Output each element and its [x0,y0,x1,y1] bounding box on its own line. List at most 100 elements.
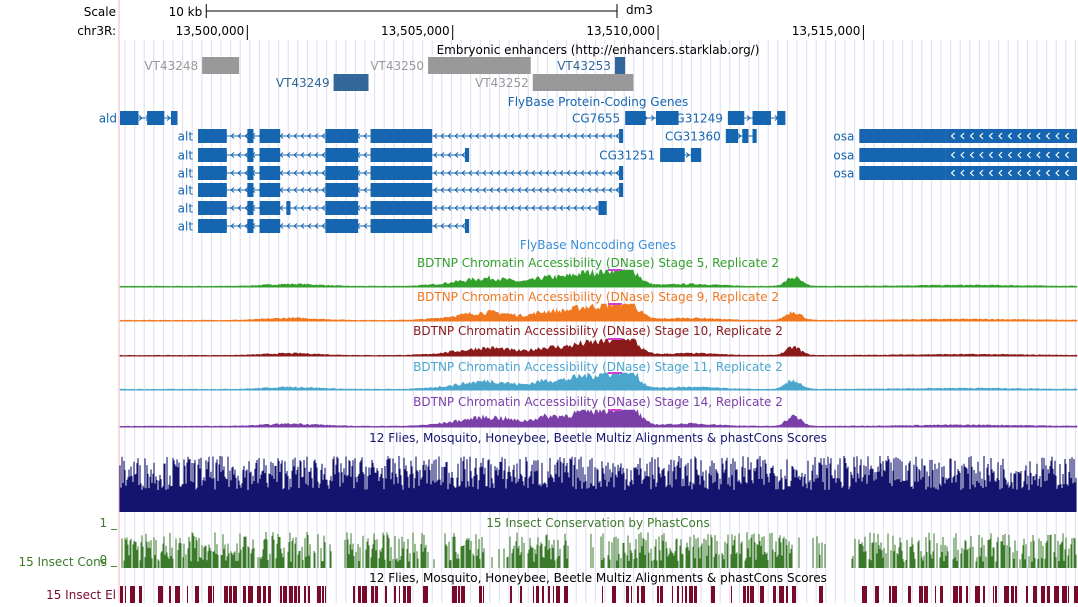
strand-arrow [988,169,993,177]
conserved-element [924,586,928,603]
gene-exon [325,166,359,180]
strand-arrow [461,187,466,193]
strand-arrow [580,187,585,193]
strand-arrow [998,151,1003,159]
strand-arrow [573,205,578,211]
conserved-element [682,586,683,603]
ruler[interactable]: Scale chr3R: 10 kb dm3 13,500,000 13,505,… [77,3,864,40]
conserved-element [158,586,163,603]
gene-exon [147,111,165,125]
conserved-element [263,586,266,603]
strand-arrow [300,133,305,139]
dnase-peak-clip-marker [607,409,622,411]
strand-arrow [321,152,326,158]
strand-arrow [440,223,445,229]
strand-arrow [363,223,368,229]
strand-arrow [307,170,312,176]
phastcons-track[interactable]: 15 Insect Conservation by PhastCons 15 I… [18,516,1077,569]
strand-arrow [433,187,438,193]
strand-arrow [363,170,368,176]
multiz-conservation-bars [119,456,1077,512]
dnase-peak-clip-marker [607,372,622,374]
strand-arrow [475,133,480,139]
enhancer-label: VT43252 [475,76,529,90]
strand-arrow [559,205,564,211]
strand-arrow [440,133,445,139]
conserved-element [294,586,297,603]
assembly-label: dm3 [626,3,653,17]
strand-arrow [447,187,452,193]
conserved-element [641,586,645,603]
gene-label: CG7655 [572,112,620,126]
gene-exon [598,201,607,215]
strand-arrow [454,205,459,211]
conserved-element [786,586,788,603]
strand-arrow [531,205,536,211]
conserved-element [399,586,400,603]
strand-arrow [587,133,592,139]
strand-arrow [447,223,452,229]
strand-arrow [314,205,319,211]
strand-arrow [307,223,312,229]
multiz-bars [119,456,1077,512]
strand-arrow [510,187,515,193]
gene-exon [286,201,291,215]
strand-arrow [293,223,298,229]
strand-arrow [230,205,235,211]
gene-alt: alt [178,183,624,198]
enhancer-label: VT43253 [557,59,611,73]
conserved-element [283,586,287,603]
gene-exon [742,129,749,143]
conserved-element [233,586,237,603]
strand-arrow [552,187,557,193]
strand-arrow [461,170,466,176]
strand-arrow [510,170,515,176]
gene-cg7655: CG7655 [572,111,679,126]
conserved-element [371,586,374,603]
strand-arrow [545,205,550,211]
strand-arrow [286,170,291,176]
strand-arrow [566,187,571,193]
conserved-element [966,586,968,603]
strand-arrow [300,152,305,158]
strand-arrow [244,152,249,158]
conserved-element [792,586,796,603]
gene-exon [198,148,227,162]
strand-arrow [244,205,249,211]
conserved-element [394,586,396,603]
phastcons-bars [121,532,1077,568]
conserved-element [139,586,142,603]
strand-arrow [608,187,613,193]
strand-arrow [594,205,599,211]
gene-label: alt [178,167,194,181]
conserved-element [224,586,228,603]
gene-alt: alt [178,148,470,163]
gene-exon [619,129,624,143]
strand-arrow [475,170,480,176]
multiz-track[interactable]: 12 Flies, Mosquito, Honeybee, Beetle Mul… [119,431,1077,512]
strand-arrow [461,152,466,158]
conserved-element [130,586,135,603]
conserved-element [375,586,378,603]
enhancer-items: VT43248 VT43249 VT43250 VT43252 VT43253 [144,57,634,91]
conserved-element [672,586,673,603]
gene-alt: alt [178,129,624,144]
ruler-position-label: 13,510,000 [586,24,655,38]
protein-coding-genes-track[interactable]: FlyBase Protein-Coding Genes ald CG7655 CG… [99,95,1077,234]
strand-arrow [230,187,235,193]
dnase-tracks[interactable]: BDTNP Chromatin Accessibility (DNase) St… [119,256,1078,428]
conserved-element [280,586,282,603]
strand-arrow [503,170,508,176]
elements-track[interactable]: 12 Flies, Mosquito, Honeybee, Beetle Mul… [46,571,1078,603]
gene-exon [859,148,946,162]
conserved-element [689,586,693,603]
enhancers-track[interactable]: Embryonic enhancers (http://enhancers.st… [144,43,759,91]
conserved-element [1047,586,1050,603]
strand-arrow [489,187,494,193]
strand-arrow [433,170,438,176]
strand-arrow [566,133,571,139]
strand-arrow [496,133,501,139]
strand-arrow [440,152,445,158]
gene-label: alt [178,184,194,198]
